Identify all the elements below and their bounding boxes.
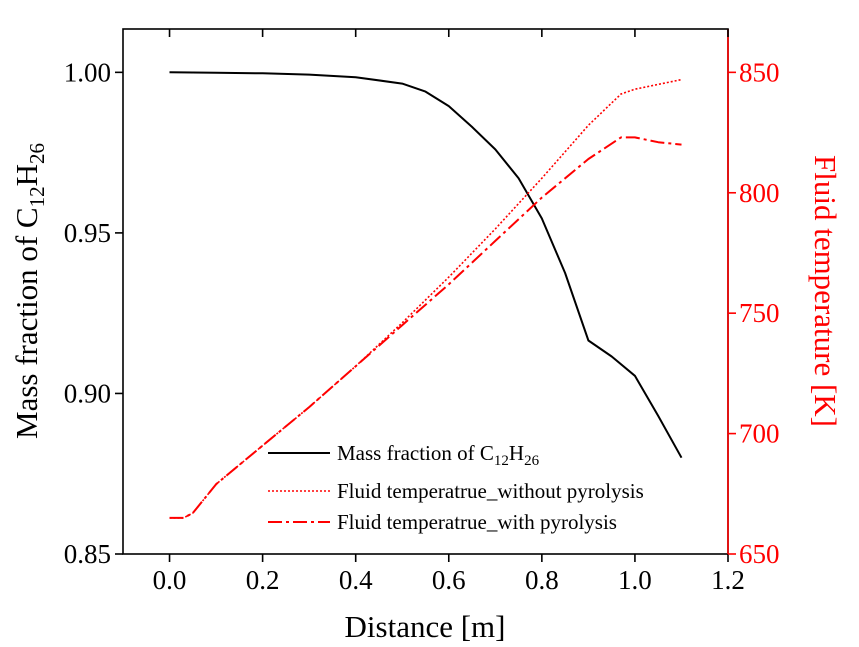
legend-label-mass-fraction-prefix: Mass fraction of C [337, 441, 494, 465]
x-ticks: 0.0 0.2 0.4 0.6 0.8 1.0 1.2 [153, 29, 745, 595]
y-right-tick-label: 850 [739, 57, 780, 87]
x-axis-title: Distance [m] [345, 609, 506, 644]
y-right-tick-label: 700 [739, 419, 780, 449]
legend-label-mass-fraction: Mass fraction of C12H26 [337, 441, 540, 469]
y-left-axis-title-prefix: Mass fraction of C [9, 207, 44, 439]
series-line-1 [169, 71, 683, 459]
y-left-tick-label: 0.95 [64, 218, 111, 248]
y-left-tick-label: 0.85 [64, 539, 111, 569]
legend-label-with-pyrolysis: Fluid temperatrue_with pyrolysis [337, 510, 617, 534]
legend-label-mass-fraction-sub2: 26 [524, 453, 540, 469]
y-right-tick-label: 750 [739, 298, 780, 328]
y-left-axis-title-sub1: 12 [25, 186, 49, 207]
x-tick-label: 0.2 [246, 565, 280, 595]
x-tick-label: 0.0 [153, 565, 187, 595]
series-line-2 [169, 78, 682, 519]
y-left-ticks: 0.85 0.90 0.95 1.00 [64, 57, 123, 569]
plot-lines [169, 71, 683, 519]
y-right-ticks: 650 700 750 800 850 [728, 57, 780, 569]
legend-label-mass-fraction-mid: H [509, 441, 524, 465]
x-tick-label: 0.4 [339, 565, 373, 595]
x-tick-label: 0.6 [432, 565, 466, 595]
plot-frame [122, 28, 729, 555]
series-line-3 [169, 136, 682, 519]
x-tick-label: 0.8 [525, 565, 559, 595]
y-left-axis-title-sub2: 26 [25, 143, 49, 164]
y-left-axis-title-mid: H [9, 164, 44, 186]
legend-label-mass-fraction-sub1: 12 [494, 453, 509, 469]
legend-label-without-pyrolysis: Fluid temperatrue_without pyrolysis [337, 479, 644, 503]
legend: Mass fraction of C12H26 Fluid temperatru… [268, 441, 644, 534]
y-right-tick-label: 800 [739, 178, 780, 208]
x-tick-label: 1.2 [711, 565, 745, 595]
y-left-tick-label: 1.00 [64, 57, 111, 87]
y-left-axis-title: Mass fraction of C12H26 [9, 143, 49, 439]
y-right-tick-label: 650 [739, 539, 780, 569]
x-tick-label: 1.0 [618, 565, 652, 595]
y-left-tick-label: 0.90 [64, 378, 111, 408]
y-right-axis-title: Fluid temperature [K] [808, 155, 843, 427]
